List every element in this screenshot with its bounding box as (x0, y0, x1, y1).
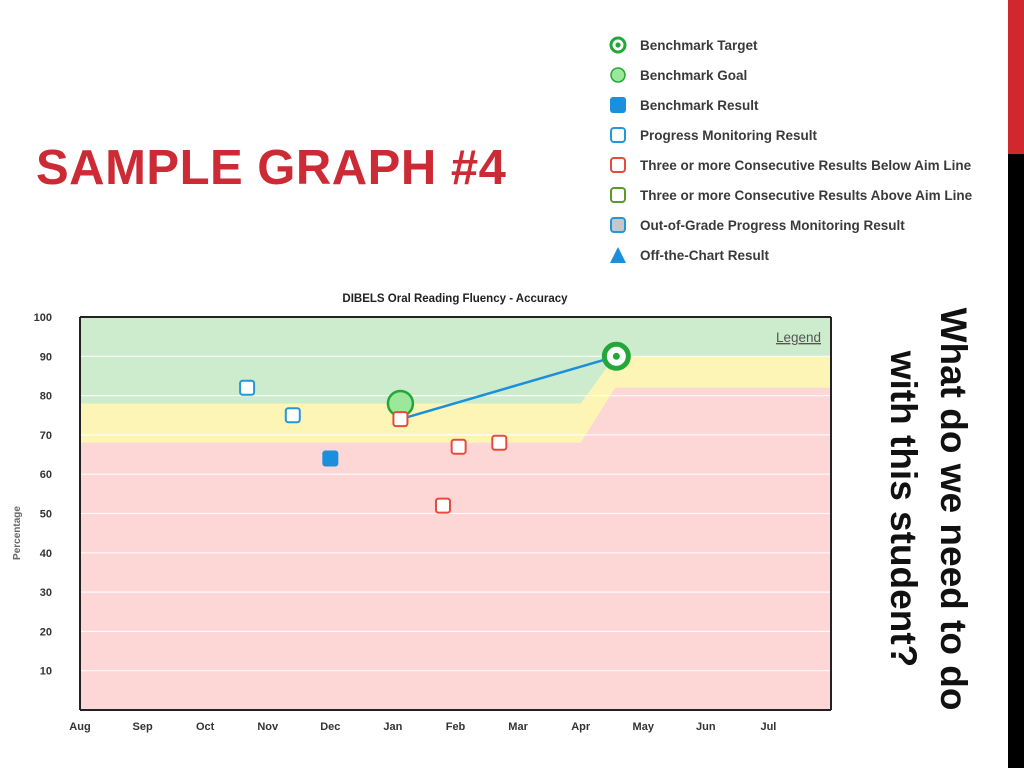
below-aim-line-point (450, 438, 467, 455)
legend-label: Benchmark Goal (640, 67, 748, 83)
legend-label: Three or more Consecutive Results Above … (640, 187, 973, 203)
y-tick-label: 20 (40, 626, 52, 638)
benchmark-target-center (612, 352, 620, 360)
side-accent-red (1008, 0, 1024, 154)
below-aim-line-point (392, 411, 409, 428)
progress-monitoring-point (284, 407, 301, 424)
slide-title: SAMPLE GRAPH #4 (36, 141, 507, 195)
x-tick-label: Jan (383, 721, 402, 733)
x-tick-label: Sep (132, 721, 152, 733)
below-aim-line-point (434, 497, 451, 514)
x-tick-label: Dec (320, 721, 340, 733)
x-tick-label: May (633, 721, 655, 733)
out-of-grade-icon (610, 217, 626, 233)
progress-monitoring-point (239, 379, 256, 396)
data-points (239, 341, 631, 514)
above-aim-line-icon (610, 187, 626, 203)
legend-label: Out-of-Grade Progress Monitoring Result (640, 217, 905, 233)
x-tick-label: Jul (760, 721, 776, 733)
legend-label: Three or more Consecutive Results Below … (640, 157, 972, 173)
legend-label: Off-the-Chart Result (640, 247, 769, 263)
x-tick-label: Oct (196, 721, 215, 733)
legend-item-benchmark-goal: Benchmark Goal (606, 64, 747, 86)
x-tick-labels: Aug Sep Oct Nov Dec Jan Feb Mar Apr May Jun Jul (69, 721, 776, 733)
x-tick-label: Apr (571, 721, 591, 733)
legend-item-off-chart: Off-the-Chart Result (606, 244, 769, 266)
legend-item-below-aim-line: Three or more Consecutive Results Below … (606, 154, 971, 176)
legend-label: Progress Monitoring Result (640, 127, 818, 143)
benchmark-result-point (322, 450, 339, 467)
y-tick-label: 10 (40, 666, 52, 678)
y-tick-label: 50 (40, 509, 52, 521)
off-chart-triangle-icon (610, 247, 626, 263)
side-accent-black (1008, 154, 1024, 768)
y-tick-labels: 10 20 30 40 50 60 70 80 90 100 (34, 312, 52, 678)
x-tick-label: Mar (508, 721, 528, 733)
benchmark-goal-icon (610, 67, 626, 83)
x-tick-label: Jun (696, 721, 716, 733)
y-tick-label: 100 (34, 312, 52, 324)
legend-item-above-aim-line: Three or more Consecutive Results Above … (606, 184, 972, 206)
aim-line-group (400, 355, 617, 421)
chart-title: DIBELS Oral Reading Fluency - Accuracy (342, 293, 568, 305)
legend-label: Benchmark Target (640, 37, 758, 53)
slide-question: What do we need to do with this student? (883, 307, 974, 711)
progress-monitoring-icon (610, 127, 626, 143)
legend-item-benchmark-target: Benchmark Target (606, 34, 758, 56)
zone-red (80, 387, 831, 710)
legend-link[interactable]: Legend (776, 330, 821, 345)
x-tick-label: Feb (446, 721, 466, 733)
aim-line (400, 355, 617, 421)
x-tick-label: Aug (69, 721, 90, 733)
y-tick-label: 80 (40, 391, 52, 403)
y-tick-label: 70 (40, 430, 52, 442)
legend-label: Benchmark Result (640, 97, 759, 113)
legend-item-progress-monitoring: Progress Monitoring Result (606, 124, 817, 146)
gridlines (79, 316, 832, 711)
benchmark-target-icon (609, 36, 627, 54)
y-axis-label: Percentage (12, 506, 23, 560)
y-tick-label: 90 (40, 351, 52, 363)
reading-fluency-chart: DIBELS Oral Reading Fluency - Accuracy P… (12, 293, 832, 733)
below-aim-line-icon (610, 157, 626, 173)
legend-item-out-of-grade: Out-of-Grade Progress Monitoring Result (606, 214, 905, 236)
y-tick-label: 60 (40, 469, 52, 481)
y-tick-label: 40 (40, 548, 52, 560)
below-aim-line-point (491, 434, 508, 451)
y-tick-label: 30 (40, 587, 52, 599)
x-tick-label: Nov (257, 721, 279, 733)
legend-item-benchmark-result: Benchmark Result (606, 94, 759, 116)
benchmark-result-icon (610, 97, 626, 113)
